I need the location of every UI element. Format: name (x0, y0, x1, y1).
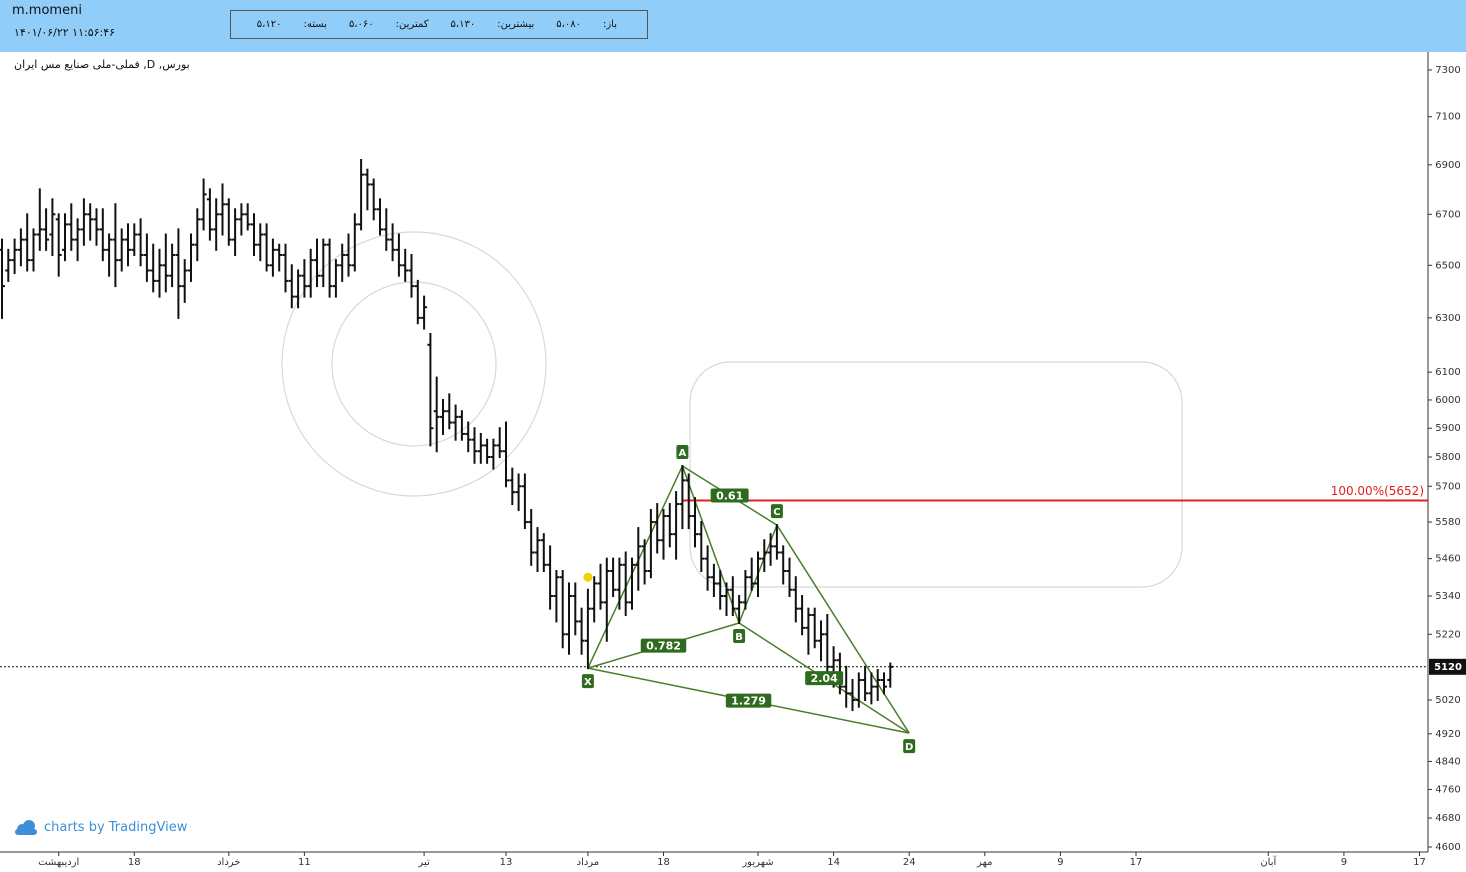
y-tick-label: 6000 (1435, 395, 1460, 406)
field-label: باز: (602, 19, 617, 30)
y-tick-label: 5580 (1435, 517, 1460, 528)
pattern-point-box (581, 674, 594, 689)
x-tick-label: مهر (976, 857, 992, 868)
x-tick-label: 9 (1341, 857, 1347, 868)
level-label: 100.00%(5652) (1331, 484, 1424, 498)
credit[interactable]: charts by TradingView (44, 820, 188, 835)
pattern-point-box (903, 739, 916, 754)
x-tick-label: 18 (128, 857, 141, 868)
y-tick-label: 5340 (1435, 591, 1460, 602)
last-price-box (1429, 658, 1466, 675)
ratio-label: 2.04 (811, 672, 838, 685)
y-tick-label: 4600 (1435, 842, 1460, 853)
pattern-point-label: X (584, 677, 592, 688)
x-tick-label: 24 (903, 857, 916, 868)
datetime: ۱۴۰۱/۰۶/۲۲ ۱۱:۵۶:۴۶ (14, 26, 116, 39)
y-tick-label: 6300 (1435, 313, 1460, 324)
x-tick-label: اردیبهشت (38, 857, 79, 868)
y-tick-label: 4680 (1435, 813, 1460, 824)
x-tick-label: 9 (1057, 857, 1063, 868)
watermark (281, 231, 1183, 588)
field-value: ۵،۱۲۰ (256, 19, 282, 30)
top-bar: m.momeni ۱۴۰۱/۰۶/۲۲ ۱۱:۵۶:۴۶ باز: ۵،۰۸۰ … (0, 0, 1466, 52)
ratio-label: 0.61 (716, 490, 743, 503)
y-tick-label: 5800 (1435, 452, 1460, 463)
username: m.momeni (12, 3, 82, 18)
watermark-ring (331, 281, 497, 447)
tv-logo (15, 820, 37, 835)
pattern-point-label: C (773, 507, 780, 518)
chart-title: بورس, D, فملی-ملی صنایع مس ایران (14, 58, 190, 71)
ratio-box (725, 693, 772, 708)
x-tick-label: 18 (657, 857, 670, 868)
x-tick-label: خرداد (217, 857, 240, 868)
y-tick-label: 5900 (1435, 423, 1460, 434)
quote-box: باز: ۵،۰۸۰ بیشترین: ۵،۱۳۰ کمترین: ۵،۰۶۰ … (230, 10, 648, 39)
x-tick-label: 13 (500, 857, 513, 868)
watermark-shape (689, 361, 1183, 588)
x-tick-label: 14 (827, 857, 840, 868)
pattern-line (681, 465, 740, 624)
pattern-point-label: B (735, 632, 743, 643)
field-value: ۵،۰۶۰ (348, 19, 374, 30)
pattern-point-label: A (679, 448, 687, 459)
x-tick-label: شهریور (741, 857, 773, 868)
y-tick-label: 6100 (1435, 367, 1460, 378)
y-tick-label: 6700 (1435, 209, 1460, 220)
pattern-line (587, 465, 684, 669)
pattern-line (776, 524, 910, 734)
field-label: بیشترین: (497, 19, 535, 30)
y-tick-label: 7100 (1435, 112, 1460, 123)
pattern-point-box (676, 445, 689, 460)
field-value: ۵،۰۸۰ (556, 19, 581, 30)
watermark-ring (281, 231, 547, 497)
x-tick-label: 11 (298, 857, 311, 868)
x-tick-label: 17 (1413, 857, 1426, 868)
x-tick-label: تیر (417, 857, 430, 868)
x-tick-label: 17 (1130, 857, 1143, 868)
pattern-point-box (733, 629, 746, 644)
field-label: بسته: (303, 19, 327, 30)
ratio-box (640, 638, 687, 653)
y-tick-label: 4920 (1435, 729, 1460, 740)
field-value: ۵،۱۳۰ (450, 19, 476, 30)
y-tick-label: 5020 (1435, 695, 1460, 706)
y-tick-label: 4840 (1435, 756, 1460, 767)
y-tick-label: 4760 (1435, 784, 1460, 795)
y-tick-label: 5220 (1435, 629, 1460, 640)
y-tick-label: 6500 (1435, 260, 1460, 271)
field-label: کمترین: (395, 19, 429, 30)
x-tick-label: آبان (1260, 855, 1277, 868)
ratio-box (805, 671, 844, 686)
ratio-box (710, 488, 749, 503)
ratio-label: 1.279 (731, 695, 766, 708)
tv-logo-part (15, 829, 37, 835)
y-tick-label: 6900 (1435, 160, 1460, 171)
pattern-point-box (770, 504, 783, 519)
pattern-point-label: D (905, 742, 913, 753)
ratio-label: 0.782 (646, 640, 681, 653)
y-tick-label: 5460 (1435, 554, 1460, 565)
y-tick-label: 5700 (1435, 481, 1460, 492)
signal-dot (583, 572, 593, 582)
x-tick-label: مرداد (577, 857, 600, 868)
y-tick-label: 7300 (1435, 65, 1460, 76)
last-price-label: 5120 (1434, 662, 1462, 673)
